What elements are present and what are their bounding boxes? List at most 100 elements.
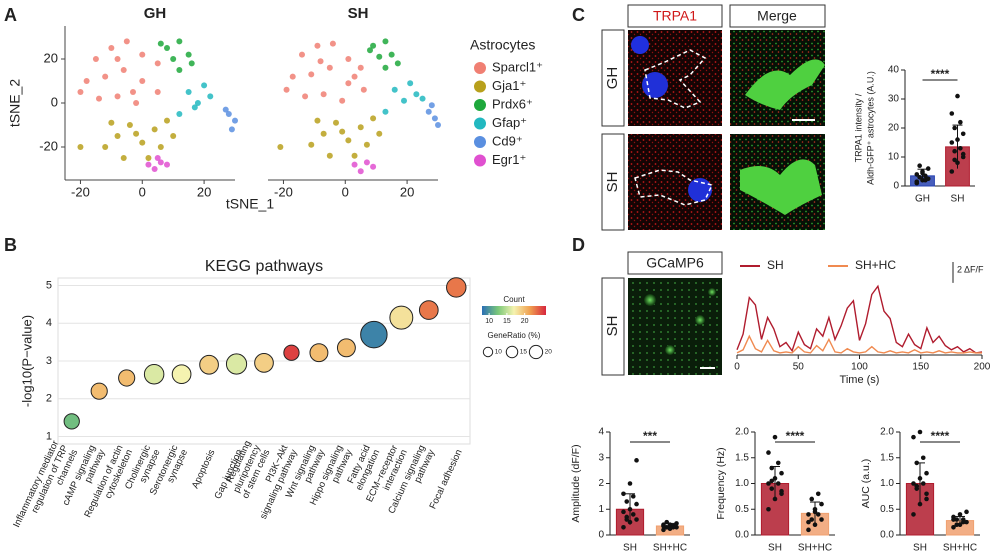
cell-point [320,130,327,137]
data-point [779,470,784,476]
data-point [819,501,824,507]
cell-point [164,117,170,124]
legend-swatch [474,154,486,167]
x-tick-label-line: Apoptosis [189,447,217,490]
data-point [772,434,778,440]
data-point [911,481,916,486]
cell-point [382,64,389,71]
cell-point [228,126,235,133]
y-tick-label: 40 [888,65,900,76]
data-point [621,524,626,530]
legend-swatch [474,62,486,74]
column-header [627,4,723,28]
y-tick-label: 2.0 [735,427,749,438]
x-tick-label: -20 [274,184,293,199]
y-tick-label: 0.0 [735,530,749,541]
data-point [917,175,922,180]
data-point [627,481,633,486]
cell-point [382,108,389,115]
cell-point [320,91,327,98]
data-point [809,517,815,522]
cell-point [83,78,90,84]
cell-point [329,40,336,47]
cell-point [96,95,102,102]
y-tick-label: 20 [888,123,900,134]
y-tick-label: 4 [46,317,52,329]
legend-label: SH [767,258,784,272]
data-point [920,455,926,461]
cell-point [376,130,383,137]
legend-label: SH+HC [855,258,896,272]
x-tick-label: 20 [197,184,211,199]
cell-point [428,102,435,109]
cell-point [154,89,161,95]
cell-point [370,115,377,122]
cell-point [351,73,358,80]
colorbar-label: 20 [521,318,529,325]
legend-swatch [474,136,486,148]
facet-title: SH [348,5,369,22]
size-legend-circle [528,344,544,360]
data-point [911,512,916,517]
bubble [283,344,300,361]
data-point [960,519,966,525]
data-point [914,483,920,489]
panel-label: D [572,235,585,255]
x-tick-label: 0 [139,184,146,199]
data-point [960,131,966,137]
cell-point [151,126,158,133]
panel-label: B [4,235,17,255]
cell-point [326,64,333,71]
bubble [336,338,356,358]
significance-label: *** [643,429,657,443]
data-point [917,429,923,435]
cell-point [431,115,438,122]
legend-label: Egr1⁺ [492,152,526,167]
data-point [952,157,957,163]
bubble [63,413,80,430]
cell-point [92,56,99,62]
row-header-text: SH [604,316,621,337]
data-point [634,458,639,463]
cell-point [333,119,339,126]
data-point [949,111,955,116]
y-tick-label: 0.5 [880,504,894,515]
data-point [819,517,824,522]
data-point [924,470,929,476]
cell-point [151,166,158,172]
cell-point [176,111,183,117]
data-point [661,523,666,529]
data-point [954,517,960,522]
data-point [674,521,679,526]
y-axis-label: Aldh-GFP⁺ astrocytes (A.U.) [865,71,875,185]
y-tick-label: -20 [39,138,58,153]
data-point [954,522,960,527]
row-header [601,277,625,376]
data-point [923,177,928,183]
data-point [914,179,920,184]
y-tick-label: 1 [598,504,604,515]
y-tick-label: 3 [46,355,52,367]
x-tick-label: GH [915,194,930,205]
cell-point [114,93,121,100]
cell-point [351,152,358,159]
data-point [924,496,929,502]
data-point [955,137,960,142]
data-point [815,512,821,517]
cell-point [102,73,109,80]
cell-point [120,155,127,161]
size-legend-circle [482,346,494,358]
bubble [389,305,414,330]
bubble [118,369,136,387]
panel-label: C [572,5,585,25]
data-point [667,522,673,527]
x-tick-label: 200 [974,362,990,373]
y-tick-label: 1.0 [880,478,894,489]
y-tick-label: 3 [598,452,604,463]
trace-line [736,284,983,354]
y-tick-label: 1.0 [735,478,749,489]
row-header [601,133,625,231]
cell-point [185,51,192,58]
cell-point [225,111,232,117]
